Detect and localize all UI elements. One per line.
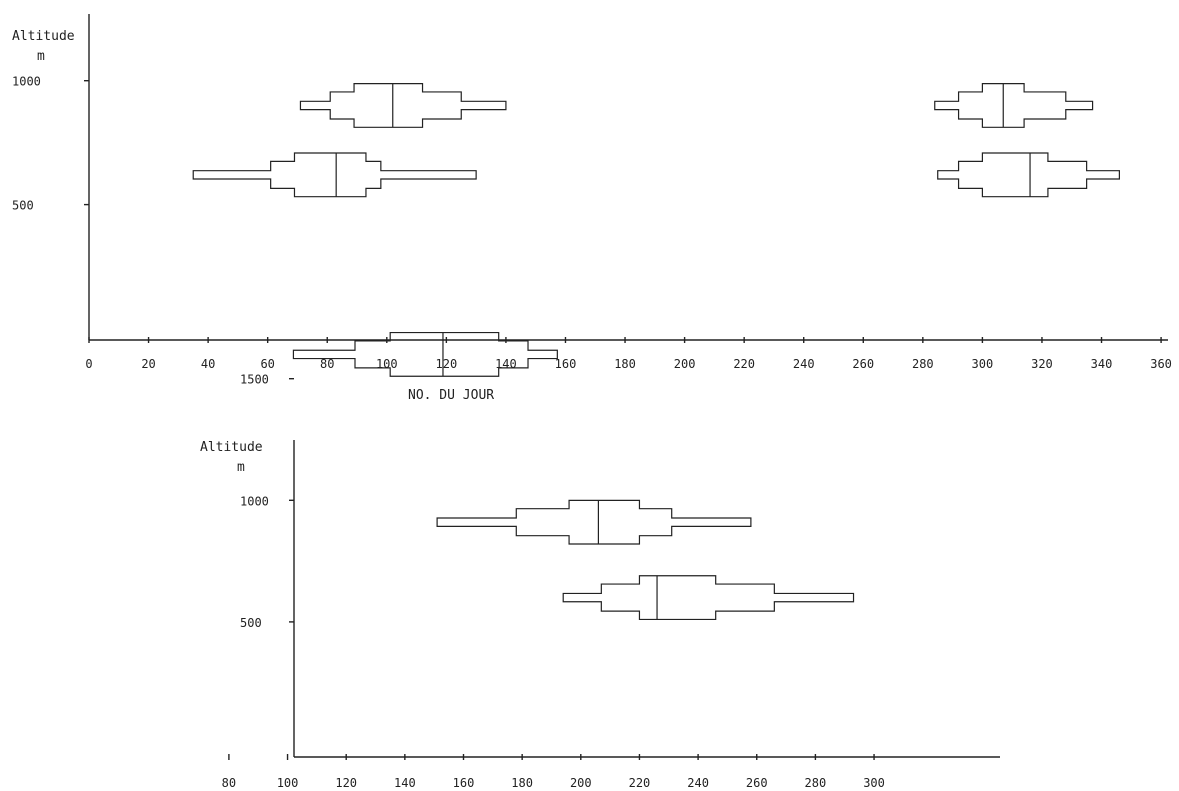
box-top-2: [299, 83, 507, 128]
x-tick-label: 360: [1150, 357, 1172, 371]
x-tick-label: 120: [436, 357, 458, 371]
y-axis-unit-bottom: m: [237, 460, 245, 475]
x-tick-label: 160: [555, 357, 577, 371]
x-tick-label: 120: [335, 776, 357, 790]
x-tick-label: 100: [277, 776, 299, 790]
x-tick-label: 260: [746, 776, 768, 790]
tick-group-bottom: 80 100 120 140 160 180 200 220 240 260 280 300 500 10…: [222, 373, 885, 790]
x-tick-label: 300: [972, 357, 994, 371]
chart-bottom: Altitude m 80 100 120 140 160 180 200 220 240 260…: [200, 331, 1000, 790]
x-tick-label: 20: [141, 357, 155, 371]
tick-group-top: 0 20 40 60 80 100 120 140 160 180 200 220 240 260 280 3…: [12, 75, 1172, 371]
x-tick-label: 280: [805, 776, 827, 790]
x-tick-label: 260: [852, 357, 874, 371]
y-tick-label: 1500: [240, 373, 269, 387]
chart-top: Altitude m NO. DU JOUR 0 20 40 60 80 100 120 14…: [12, 14, 1172, 403]
y-tick-label: 500: [12, 199, 34, 213]
box-group-top: [192, 83, 1120, 198]
box-top-4: [192, 152, 477, 198]
x-axis-label-top: NO. DU JOUR: [408, 388, 494, 403]
x-tick-label: 220: [629, 776, 651, 790]
x-tick-label: 340: [1091, 357, 1113, 371]
x-tick-label: 0: [85, 357, 92, 371]
x-tick-label: 40: [201, 357, 215, 371]
box-top-3: [934, 83, 1094, 128]
box-top-5: [937, 152, 1120, 198]
x-tick-label: 320: [1031, 357, 1053, 371]
box-bottom-1: [436, 499, 752, 545]
x-tick-label: 80: [222, 776, 236, 790]
x-tick-label: 180: [511, 776, 533, 790]
x-tick-label: 60: [260, 357, 274, 371]
x-tick-label: 160: [453, 776, 475, 790]
x-tick-label: 180: [614, 357, 636, 371]
x-tick-label: 220: [733, 357, 755, 371]
x-tick-label: 300: [863, 776, 885, 790]
y-axis-label-top: Altitude: [12, 29, 75, 44]
y-axis-label-bottom: Altitude: [200, 440, 263, 455]
x-tick-label: 140: [394, 776, 416, 790]
x-tick-label: 280: [912, 357, 934, 371]
box-bottom-0: [292, 331, 558, 377]
box-bottom-2: [562, 575, 855, 621]
y-axis-unit-top: m: [37, 49, 45, 64]
y-tick-label: 1000: [12, 75, 41, 89]
box-group-bottom: [292, 331, 855, 621]
y-tick-label: 500: [240, 616, 262, 630]
x-tick-label: 100: [376, 357, 398, 371]
y-tick-label: 1000: [240, 494, 269, 508]
x-tick-label: 80: [320, 357, 334, 371]
x-tick-label: 200: [570, 776, 592, 790]
x-tick-label: 200: [674, 357, 696, 371]
x-tick-label: 240: [793, 357, 815, 371]
x-tick-label: 240: [687, 776, 709, 790]
